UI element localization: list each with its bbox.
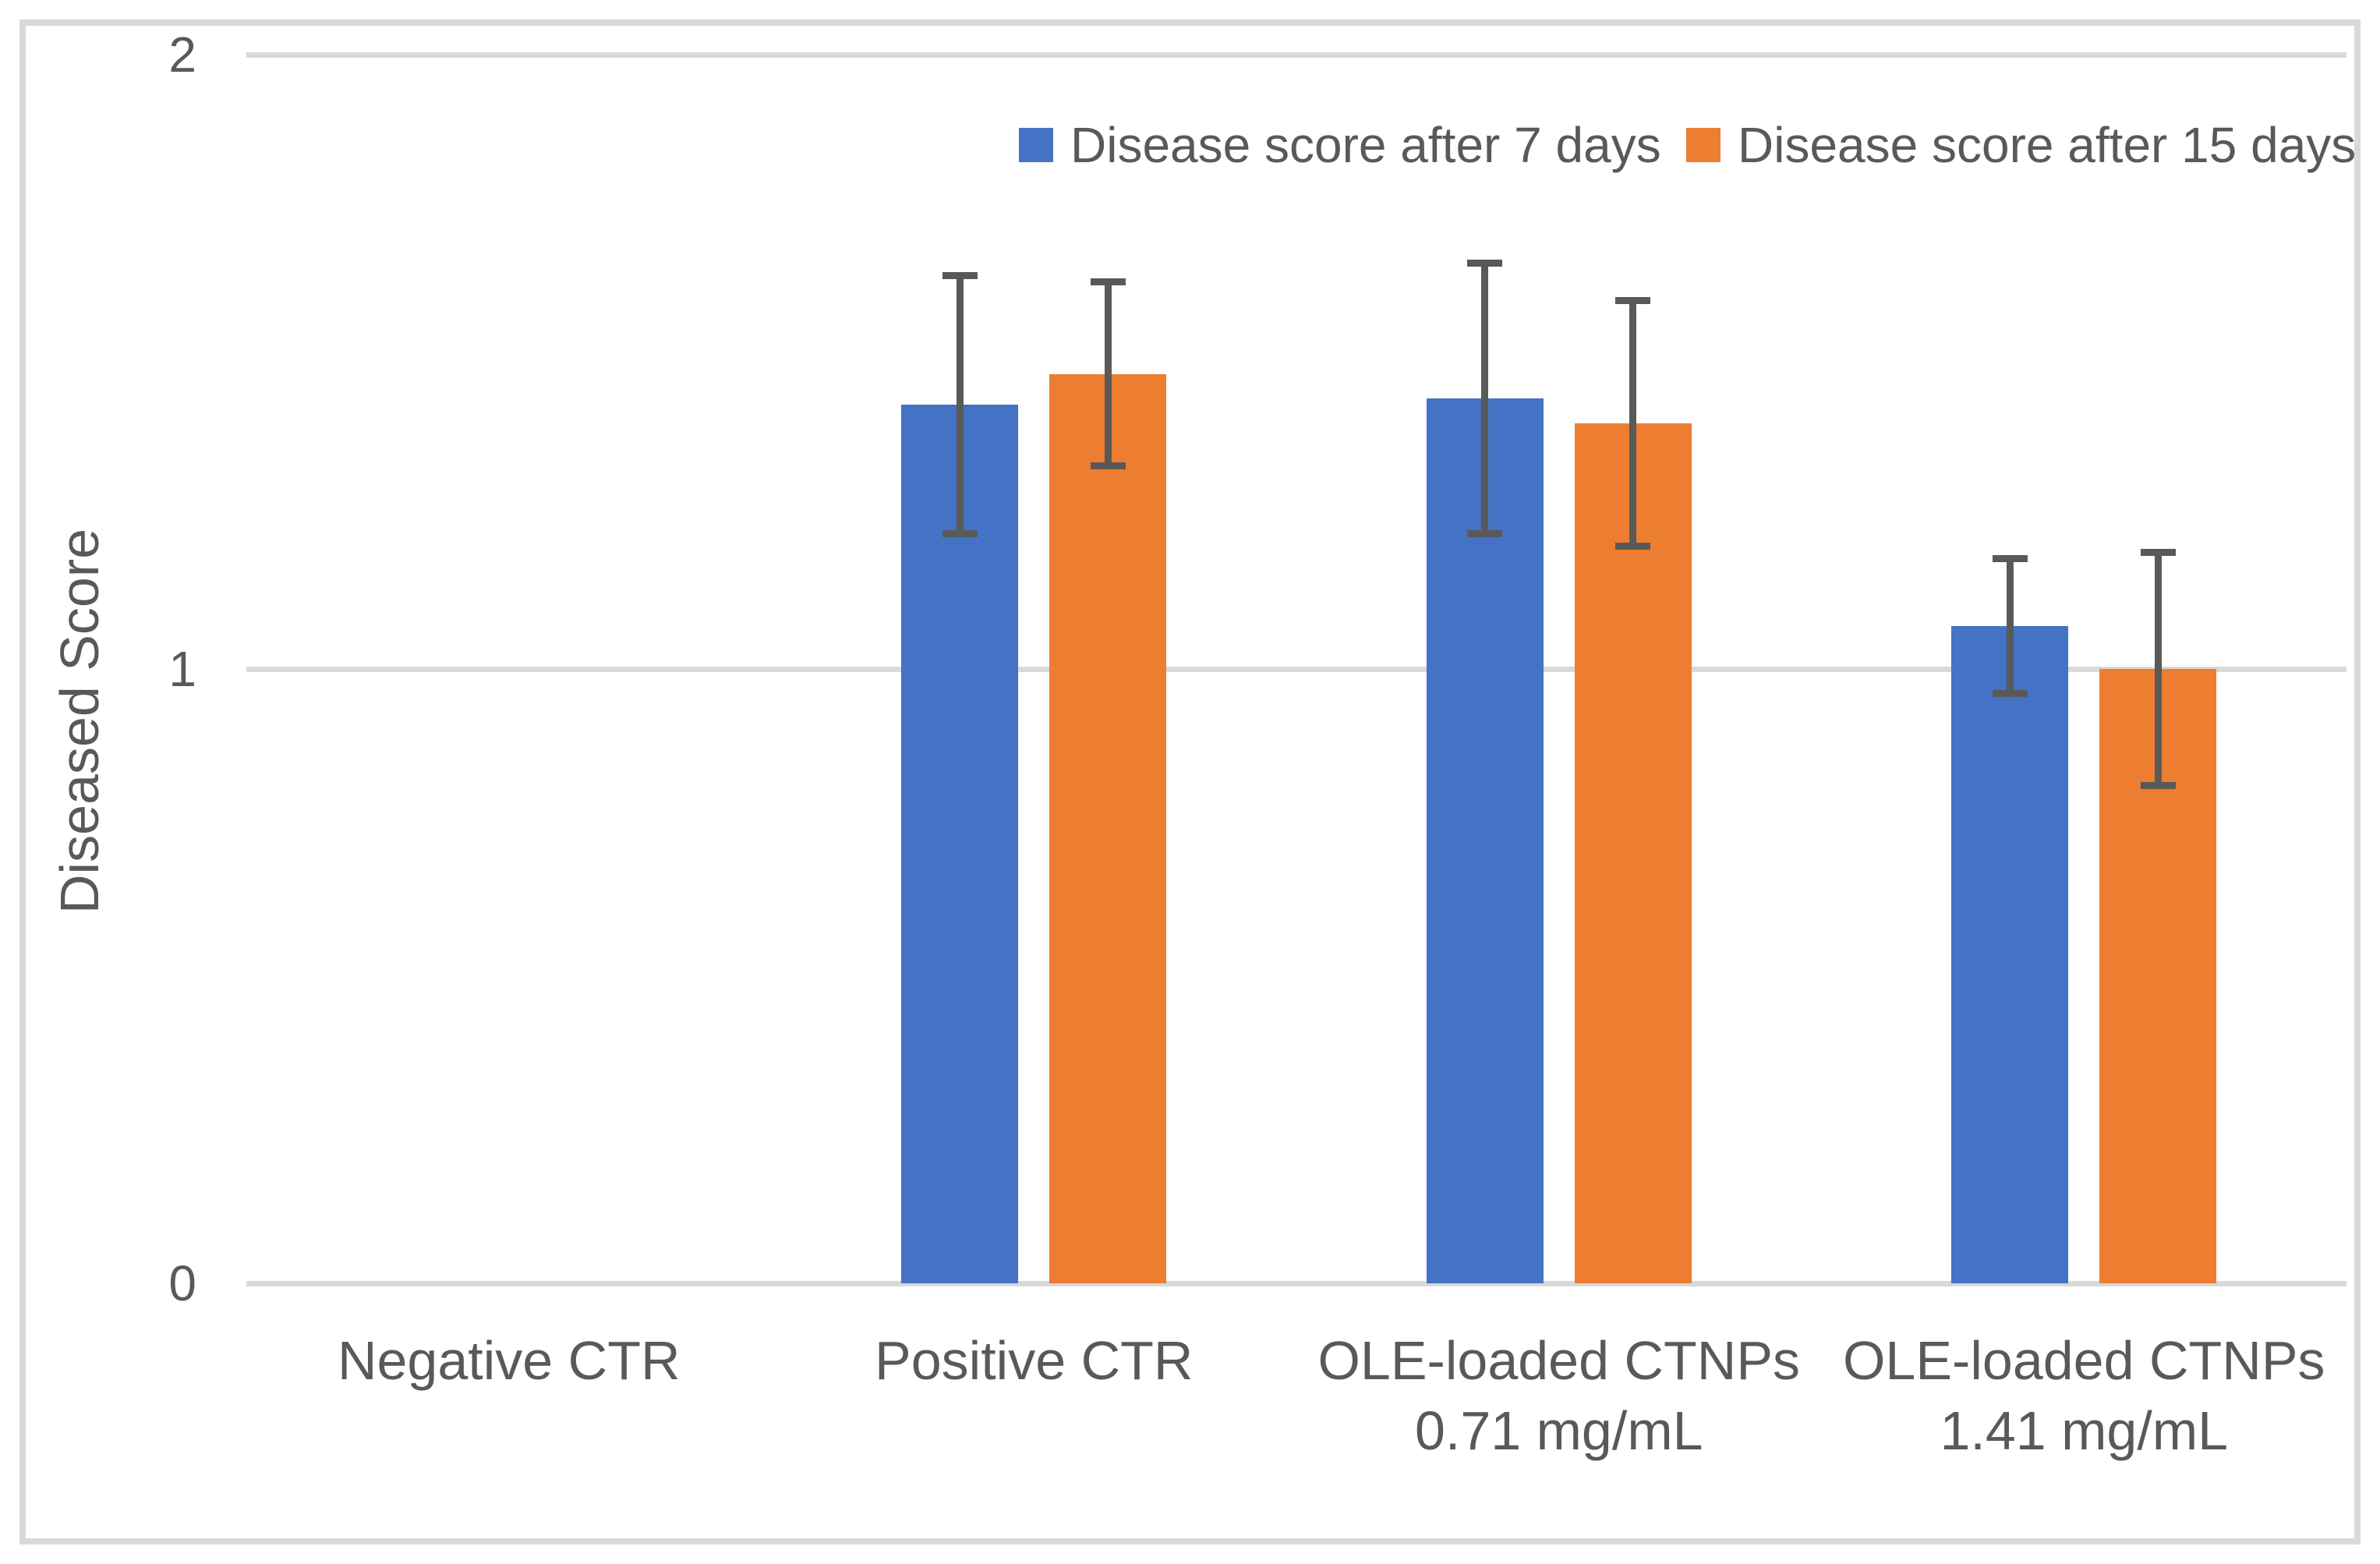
category-label-line: OLE-loaded CTNPs <box>1842 1330 2325 1391</box>
error-bar-cap <box>2140 782 2176 790</box>
legend-label: Disease score after 15 days <box>1738 117 2357 173</box>
error-bar-line <box>1481 263 1489 534</box>
legend-item: Disease score after 7 days <box>1019 114 1661 176</box>
y-axis-title: Diseased Score <box>49 528 110 915</box>
category-label: Negative CTR <box>246 1325 772 1396</box>
bar-series1-cat2 <box>901 405 1019 1283</box>
bar-series2-cat3 <box>1574 423 1692 1283</box>
category-label-line: Negative CTR <box>337 1330 681 1391</box>
bar-series1-cat4 <box>1951 625 2069 1283</box>
category-label-line: OLE-loaded CTNPs <box>1317 1330 1801 1391</box>
gridline-y-1 <box>246 667 2346 672</box>
error-bar-line <box>956 275 964 534</box>
legend-label: Disease score after 7 days <box>1070 117 1661 173</box>
error-bar-cap <box>1467 260 1503 267</box>
error-bar-line <box>1629 300 1637 547</box>
gridline-y-0 <box>246 1281 2346 1286</box>
error-bar-line <box>2006 558 2014 694</box>
category-label-line: 0.71 mg/mL <box>1414 1400 1703 1461</box>
bar-series2-cat2 <box>1049 373 1167 1283</box>
error-bar-cap <box>2140 548 2176 556</box>
legend-swatch-icon <box>1019 128 1053 162</box>
error-bar-cap <box>1090 462 1126 470</box>
error-bar-cap <box>942 530 978 538</box>
error-bar-cap <box>942 272 978 280</box>
legend-item: Disease score after 15 days <box>1686 114 2356 176</box>
legend-swatch-icon <box>1686 128 1720 162</box>
category-label: OLE-loaded CTNPs 1.41 mg/mL <box>1822 1325 2347 1466</box>
category-label: Positive CTR <box>772 1325 1297 1396</box>
category-label-line: 1.41 mg/mL <box>1940 1400 2229 1461</box>
error-bar-cap <box>1090 278 1126 286</box>
chart-border <box>19 19 2361 1545</box>
error-bar-cap <box>1992 554 2028 562</box>
error-bar-cap <box>1615 542 1651 550</box>
y-tick-label: 0 <box>168 1255 196 1311</box>
error-bar-cap <box>1992 690 2028 698</box>
error-bar-line <box>1104 281 1112 466</box>
gridline-y-2 <box>246 52 2346 58</box>
y-tick-label: 2 <box>168 27 196 83</box>
category-label-line: Positive CTR <box>875 1330 1194 1391</box>
category-label: OLE-loaded CTNPs 0.71 mg/mL <box>1296 1325 1822 1466</box>
error-bar-cap <box>1615 296 1651 304</box>
error-bar-cap <box>1467 530 1503 538</box>
bar-series1-cat3 <box>1426 398 1544 1283</box>
error-bar-line <box>2154 552 2162 786</box>
y-tick-label: 1 <box>168 641 196 697</box>
